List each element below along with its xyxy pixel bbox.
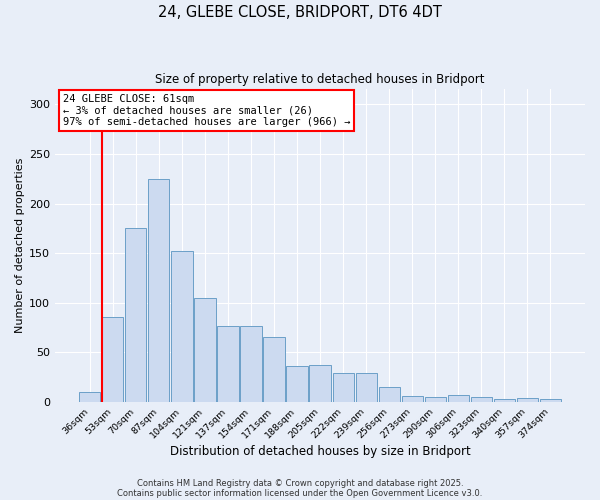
Bar: [494, 399, 515, 402]
Bar: [401, 396, 423, 402]
Text: 24, GLEBE CLOSE, BRIDPORT, DT6 4DT: 24, GLEBE CLOSE, BRIDPORT, DT6 4DT: [158, 5, 442, 20]
Bar: [263, 338, 284, 402]
Text: Contains HM Land Registry data © Crown copyright and database right 2025.
Contai: Contains HM Land Registry data © Crown c…: [118, 479, 482, 498]
X-axis label: Distribution of detached houses by size in Bridport: Distribution of detached houses by size …: [170, 444, 470, 458]
Title: Size of property relative to detached houses in Bridport: Size of property relative to detached ho…: [155, 72, 485, 86]
Bar: [194, 298, 215, 402]
Bar: [356, 373, 377, 402]
Text: 24 GLEBE CLOSE: 61sqm
← 3% of detached houses are smaller (26)
97% of semi-detac: 24 GLEBE CLOSE: 61sqm ← 3% of detached h…: [63, 94, 350, 128]
Bar: [286, 366, 308, 402]
Bar: [102, 316, 124, 402]
Bar: [125, 228, 146, 402]
Bar: [425, 397, 446, 402]
Bar: [241, 326, 262, 402]
Bar: [148, 178, 169, 402]
Bar: [79, 392, 100, 402]
Bar: [470, 397, 492, 402]
Y-axis label: Number of detached properties: Number of detached properties: [15, 158, 25, 334]
Bar: [332, 373, 353, 402]
Bar: [540, 399, 561, 402]
Bar: [448, 395, 469, 402]
Bar: [172, 251, 193, 402]
Bar: [517, 398, 538, 402]
Bar: [217, 326, 239, 402]
Bar: [379, 387, 400, 402]
Bar: [310, 365, 331, 402]
